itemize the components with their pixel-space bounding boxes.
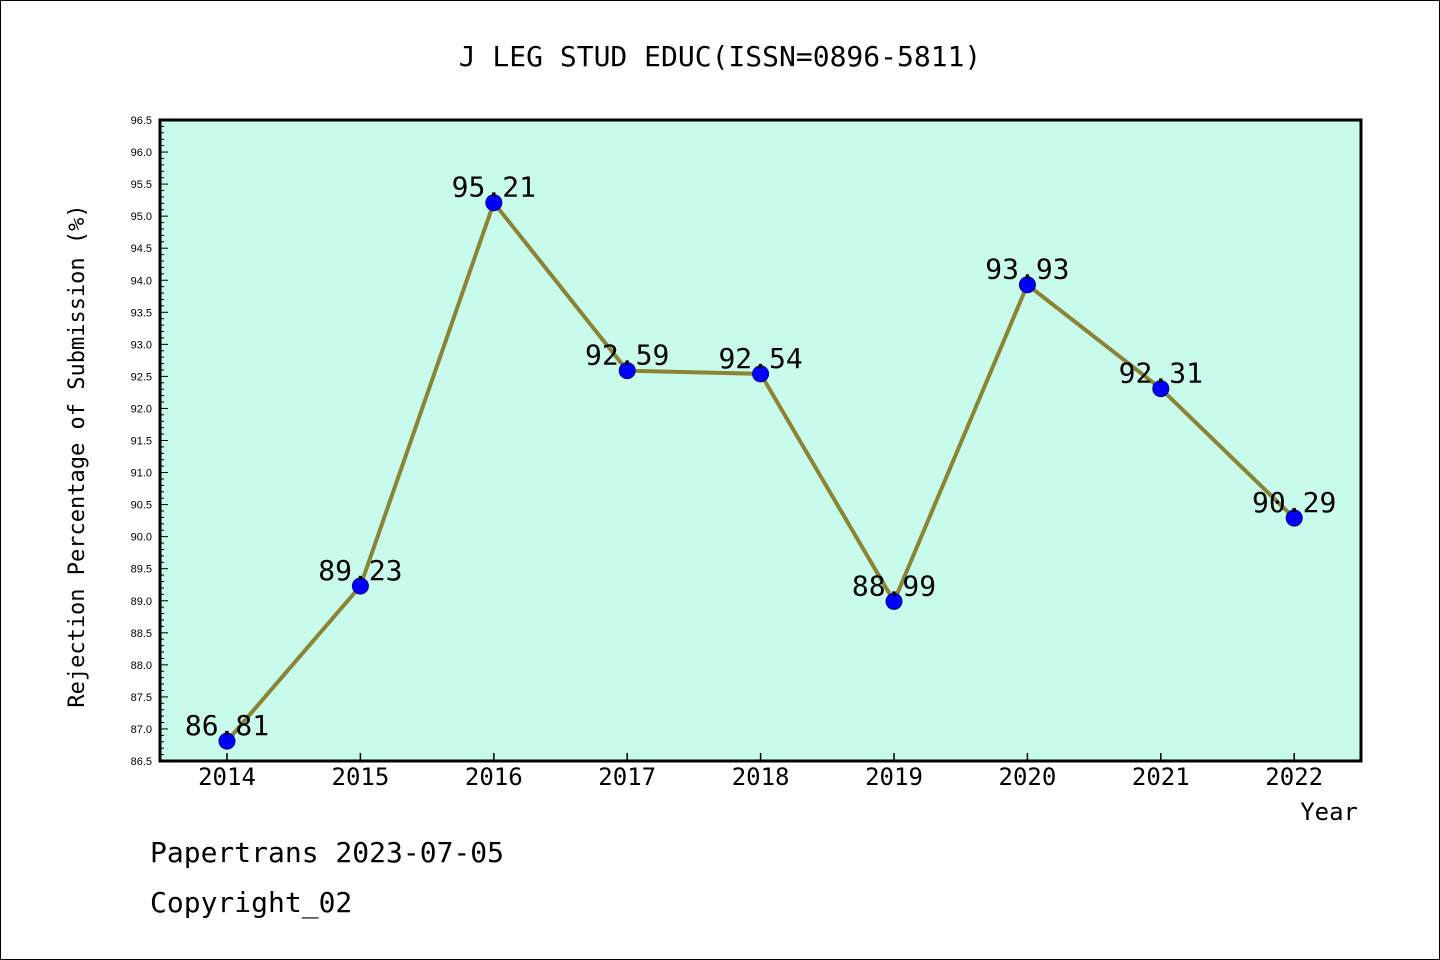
x-tick-label: 2014 <box>198 763 256 791</box>
y-tick-label: 91.5 <box>131 436 152 448</box>
x-tick-label: 2021 <box>1132 763 1190 791</box>
y-tick-label: 88.5 <box>131 628 152 640</box>
y-tick-label: 89.0 <box>131 596 152 608</box>
x-tick-label: 2019 <box>865 763 923 791</box>
x-tick-label: 2022 <box>1265 763 1323 791</box>
y-tick-label: 89.5 <box>131 564 152 576</box>
y-tick-label: 94.5 <box>131 243 152 255</box>
data-label: 90.29 <box>1252 486 1336 519</box>
x-tick-label: 2018 <box>732 763 790 791</box>
data-point <box>485 194 503 212</box>
data-point <box>218 732 236 750</box>
x-axis: 2014 2015 2016 2017 2018 2019 2020 2021 2022 <box>198 753 1323 791</box>
data-point <box>1152 380 1170 398</box>
data-label: 88.99 <box>852 569 936 602</box>
data-label: 93.93 <box>985 253 1069 286</box>
y-tick-label: 95.5 <box>131 179 152 191</box>
y-axis: 86.5 87.0 87.5 88.0 88.5 89.0 89.5 90.0 90.5 91.0… <box>131 115 168 768</box>
x-tick-label: 2020 <box>999 763 1057 791</box>
y-tick-label: 92.0 <box>131 403 152 415</box>
x-tick-label: 2015 <box>332 763 390 791</box>
data-point <box>1018 276 1036 294</box>
chart-title: J LEG STUD EDUC(ISSN=0896-5811) <box>459 40 982 73</box>
data-label: 86.81 <box>185 709 269 742</box>
y-tick-label: 91.0 <box>131 468 152 480</box>
y-tick-label: 95.0 <box>131 211 152 223</box>
y-tick-label: 90.5 <box>131 500 152 512</box>
plot-area <box>158 118 1363 763</box>
y-tick-label: 96.5 <box>131 115 152 127</box>
footer-copyright: Copyright_02 <box>150 886 353 919</box>
data-point <box>351 577 369 595</box>
y-tick-label: 94.0 <box>131 275 152 287</box>
y-tick-label: 90.0 <box>131 532 152 544</box>
y-tick-label: 88.0 <box>131 660 152 672</box>
data-point <box>618 362 636 380</box>
data-point <box>1285 509 1303 527</box>
data-label: 92.54 <box>718 342 802 375</box>
x-tick-label: 2017 <box>598 763 656 791</box>
data-labels: 86.81 89.23 95.21 92.59 92.54 88.99 93.93 92.31… <box>185 171 1336 742</box>
y-tick-label: 96.0 <box>131 147 152 159</box>
data-label: 92.31 <box>1119 357 1203 390</box>
y-tick-label: 86.5 <box>131 756 152 768</box>
footer-date: Papertrans 2023-07-05 <box>150 836 505 869</box>
x-axis-label: Year <box>1300 798 1358 826</box>
y-tick-label: 93.5 <box>131 307 152 319</box>
data-point <box>752 365 770 383</box>
y-axis-label: Rejection Percentage of Submission (%) <box>65 204 90 707</box>
x-tick-label: 2016 <box>465 763 523 791</box>
y-tick-label: 92.5 <box>131 371 152 383</box>
data-label: 95.21 <box>452 171 536 204</box>
data-point <box>885 592 903 610</box>
data-markers <box>218 194 1303 750</box>
data-label: 92.59 <box>585 339 669 372</box>
y-tick-label: 93.0 <box>131 339 152 351</box>
y-tick-label: 87.5 <box>131 692 152 704</box>
data-label: 89.23 <box>318 554 402 587</box>
y-tick-label: 87.0 <box>131 724 152 736</box>
